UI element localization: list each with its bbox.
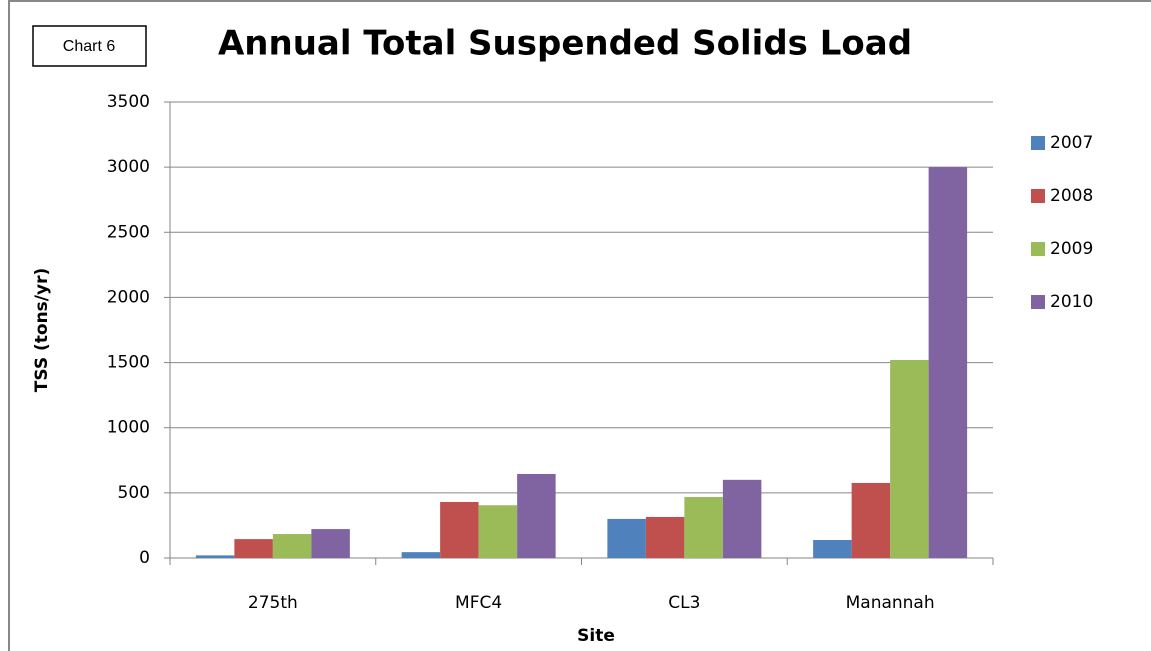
- x-axis-label: Site: [577, 626, 615, 646]
- y-tick-label: 1000: [107, 418, 150, 438]
- chart-label-box: [32, 25, 147, 67]
- legend-label: 2009: [1050, 239, 1093, 259]
- bar: [851, 482, 891, 558]
- chart-title: Annual Total Suspended Solids Load: [218, 24, 912, 64]
- bar: [517, 473, 556, 558]
- x-tick-label: Manannah: [846, 593, 935, 613]
- y-tick-label: 0: [139, 548, 150, 568]
- y-tick-label: 3000: [107, 157, 150, 177]
- bar: [311, 529, 350, 558]
- y-axis-label: TSS (tons/yr): [32, 268, 52, 392]
- legend-label: 2010: [1050, 292, 1093, 312]
- chart-frame: [8, 0, 1151, 651]
- chart-label: Chart 6: [63, 38, 116, 55]
- bar: [272, 534, 312, 558]
- bar: [401, 552, 441, 558]
- y-tick-label: 3500: [107, 92, 150, 112]
- legend-swatch: [1031, 189, 1045, 203]
- bar: [440, 501, 479, 558]
- legend-swatch: [1031, 136, 1045, 150]
- y-tick-label: 500: [118, 483, 150, 503]
- bar: [813, 540, 852, 558]
- x-tick-label: MFC4: [455, 593, 502, 613]
- legend-swatch: [1031, 242, 1045, 256]
- legend-label: 2008: [1050, 186, 1093, 206]
- bar: [607, 518, 646, 558]
- bar: [722, 479, 762, 558]
- legend-label: 2007: [1050, 133, 1093, 153]
- x-tick-label: 275th: [248, 593, 298, 613]
- bar: [478, 505, 518, 558]
- bar: [195, 555, 235, 558]
- y-tick-label: 2000: [107, 287, 150, 307]
- bar: [234, 539, 273, 558]
- bar: [890, 359, 929, 558]
- bar: [645, 516, 685, 558]
- legend-swatch: [1031, 295, 1045, 309]
- bar: [928, 167, 968, 558]
- y-tick-label: 2500: [107, 222, 150, 242]
- x-tick-label: CL3: [668, 593, 700, 613]
- y-tick-label: 1500: [107, 353, 150, 373]
- bar: [684, 497, 723, 558]
